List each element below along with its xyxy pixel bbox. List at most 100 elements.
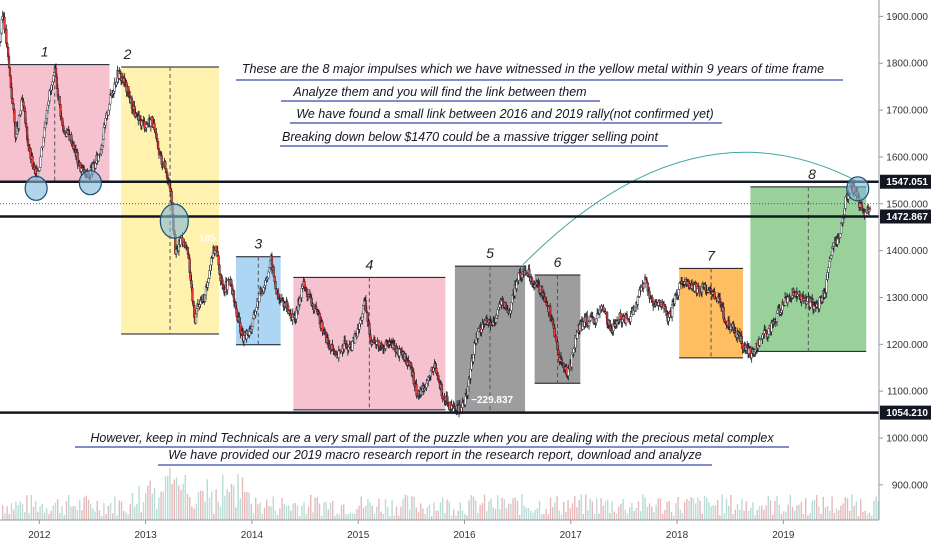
candle-body [157, 141, 160, 150]
level-badge-label-3: 1054.210 [886, 408, 928, 419]
volume-bar [96, 500, 98, 520]
volume-bar [83, 497, 85, 520]
volume-bar [197, 492, 200, 520]
volume-bar [74, 506, 76, 520]
volume-bar [259, 502, 261, 520]
volume-bar [868, 512, 871, 520]
candle-body [58, 96, 61, 105]
volume-bar [98, 510, 101, 520]
volume-bar [618, 506, 620, 520]
volume-bar [477, 513, 479, 520]
volume-bar [877, 501, 879, 520]
volume-bar [585, 494, 587, 520]
candle-body [39, 156, 42, 168]
volume-bar [497, 495, 499, 520]
x-axis-background [0, 520, 932, 550]
volume-bar [382, 513, 384, 520]
volume-bar [211, 491, 213, 520]
volume-bar [217, 501, 219, 520]
volume-bar [730, 495, 732, 520]
volume-bar [186, 493, 189, 520]
volume-bar [677, 497, 679, 520]
candle-body [425, 382, 428, 388]
volume-bar [178, 485, 180, 520]
volume-bar [367, 498, 369, 520]
candle-body [226, 280, 229, 290]
volume-bar [63, 514, 65, 520]
volume-bar [875, 496, 877, 520]
volume-bar [681, 512, 684, 520]
volume-bar [79, 499, 81, 520]
volume-bar [699, 500, 701, 520]
volume-bar [593, 513, 596, 520]
volume-bar [125, 512, 127, 520]
volume-bar [728, 505, 730, 520]
volume-bar [167, 475, 169, 520]
volume-bar [233, 485, 235, 520]
volume-bar [745, 501, 747, 520]
volume-bar [450, 515, 453, 520]
volume-bar [822, 496, 824, 520]
volume-bar [288, 505, 290, 520]
volume-bar [853, 505, 855, 520]
volume-bar [611, 501, 613, 520]
volume-bar [824, 507, 827, 520]
candle-body [344, 340, 347, 344]
volume-bar [778, 504, 780, 520]
annotation-4: Breaking down below $1470 could be a mas… [282, 130, 658, 144]
x-tick-label: 2019 [772, 530, 795, 541]
volume-bar [184, 474, 186, 520]
volume-bar [270, 506, 272, 520]
volume-bar [811, 500, 813, 520]
volume-bar [820, 513, 822, 520]
volume-bar [530, 510, 532, 520]
volume-bar [250, 503, 252, 520]
candle-body [156, 138, 159, 142]
volume-bar [72, 506, 74, 520]
volume-bar [136, 503, 138, 520]
candle-body [274, 281, 277, 290]
volume-bar [578, 500, 580, 520]
volume-bar [255, 497, 257, 520]
volume-bar [131, 493, 134, 520]
volume-bar [120, 501, 123, 520]
volume-bar [228, 492, 230, 520]
volume-bar [274, 510, 277, 520]
volume-bar [321, 515, 323, 520]
candle-body [36, 171, 40, 177]
volume-bar [312, 512, 314, 520]
y-tick-label: 1300.000 [886, 293, 928, 304]
candle-body [586, 316, 589, 327]
volume-bar [57, 499, 59, 520]
volume-bar [750, 507, 752, 520]
volume-bar [710, 506, 712, 520]
volume-bar [697, 497, 699, 520]
volume-bar [596, 498, 598, 520]
volume-bar [215, 489, 217, 520]
volume-bar [631, 502, 633, 520]
volume-bar [492, 507, 494, 520]
candle-body [698, 286, 701, 293]
volume-bar [395, 506, 398, 520]
volume-bar [717, 499, 719, 520]
volume-bar [461, 510, 464, 520]
candle-body [8, 67, 12, 76]
candle-body [625, 314, 629, 319]
volume-bar [798, 504, 800, 520]
volume-bar [54, 502, 57, 520]
volume-bar [453, 509, 455, 520]
candle-body [101, 139, 105, 146]
volume-bar [765, 505, 767, 520]
volume-bar [6, 506, 8, 520]
volume-bar [147, 485, 149, 520]
candle-body [3, 16, 6, 30]
volume-bar [657, 498, 659, 520]
price-series [0, 10, 872, 418]
impulse-label-1: 1 [41, 44, 49, 60]
volume-bar [501, 497, 503, 520]
circle-marker [78, 170, 102, 196]
volume-bar [378, 498, 380, 520]
volume-bar [299, 515, 301, 520]
volume-bar [840, 505, 842, 520]
